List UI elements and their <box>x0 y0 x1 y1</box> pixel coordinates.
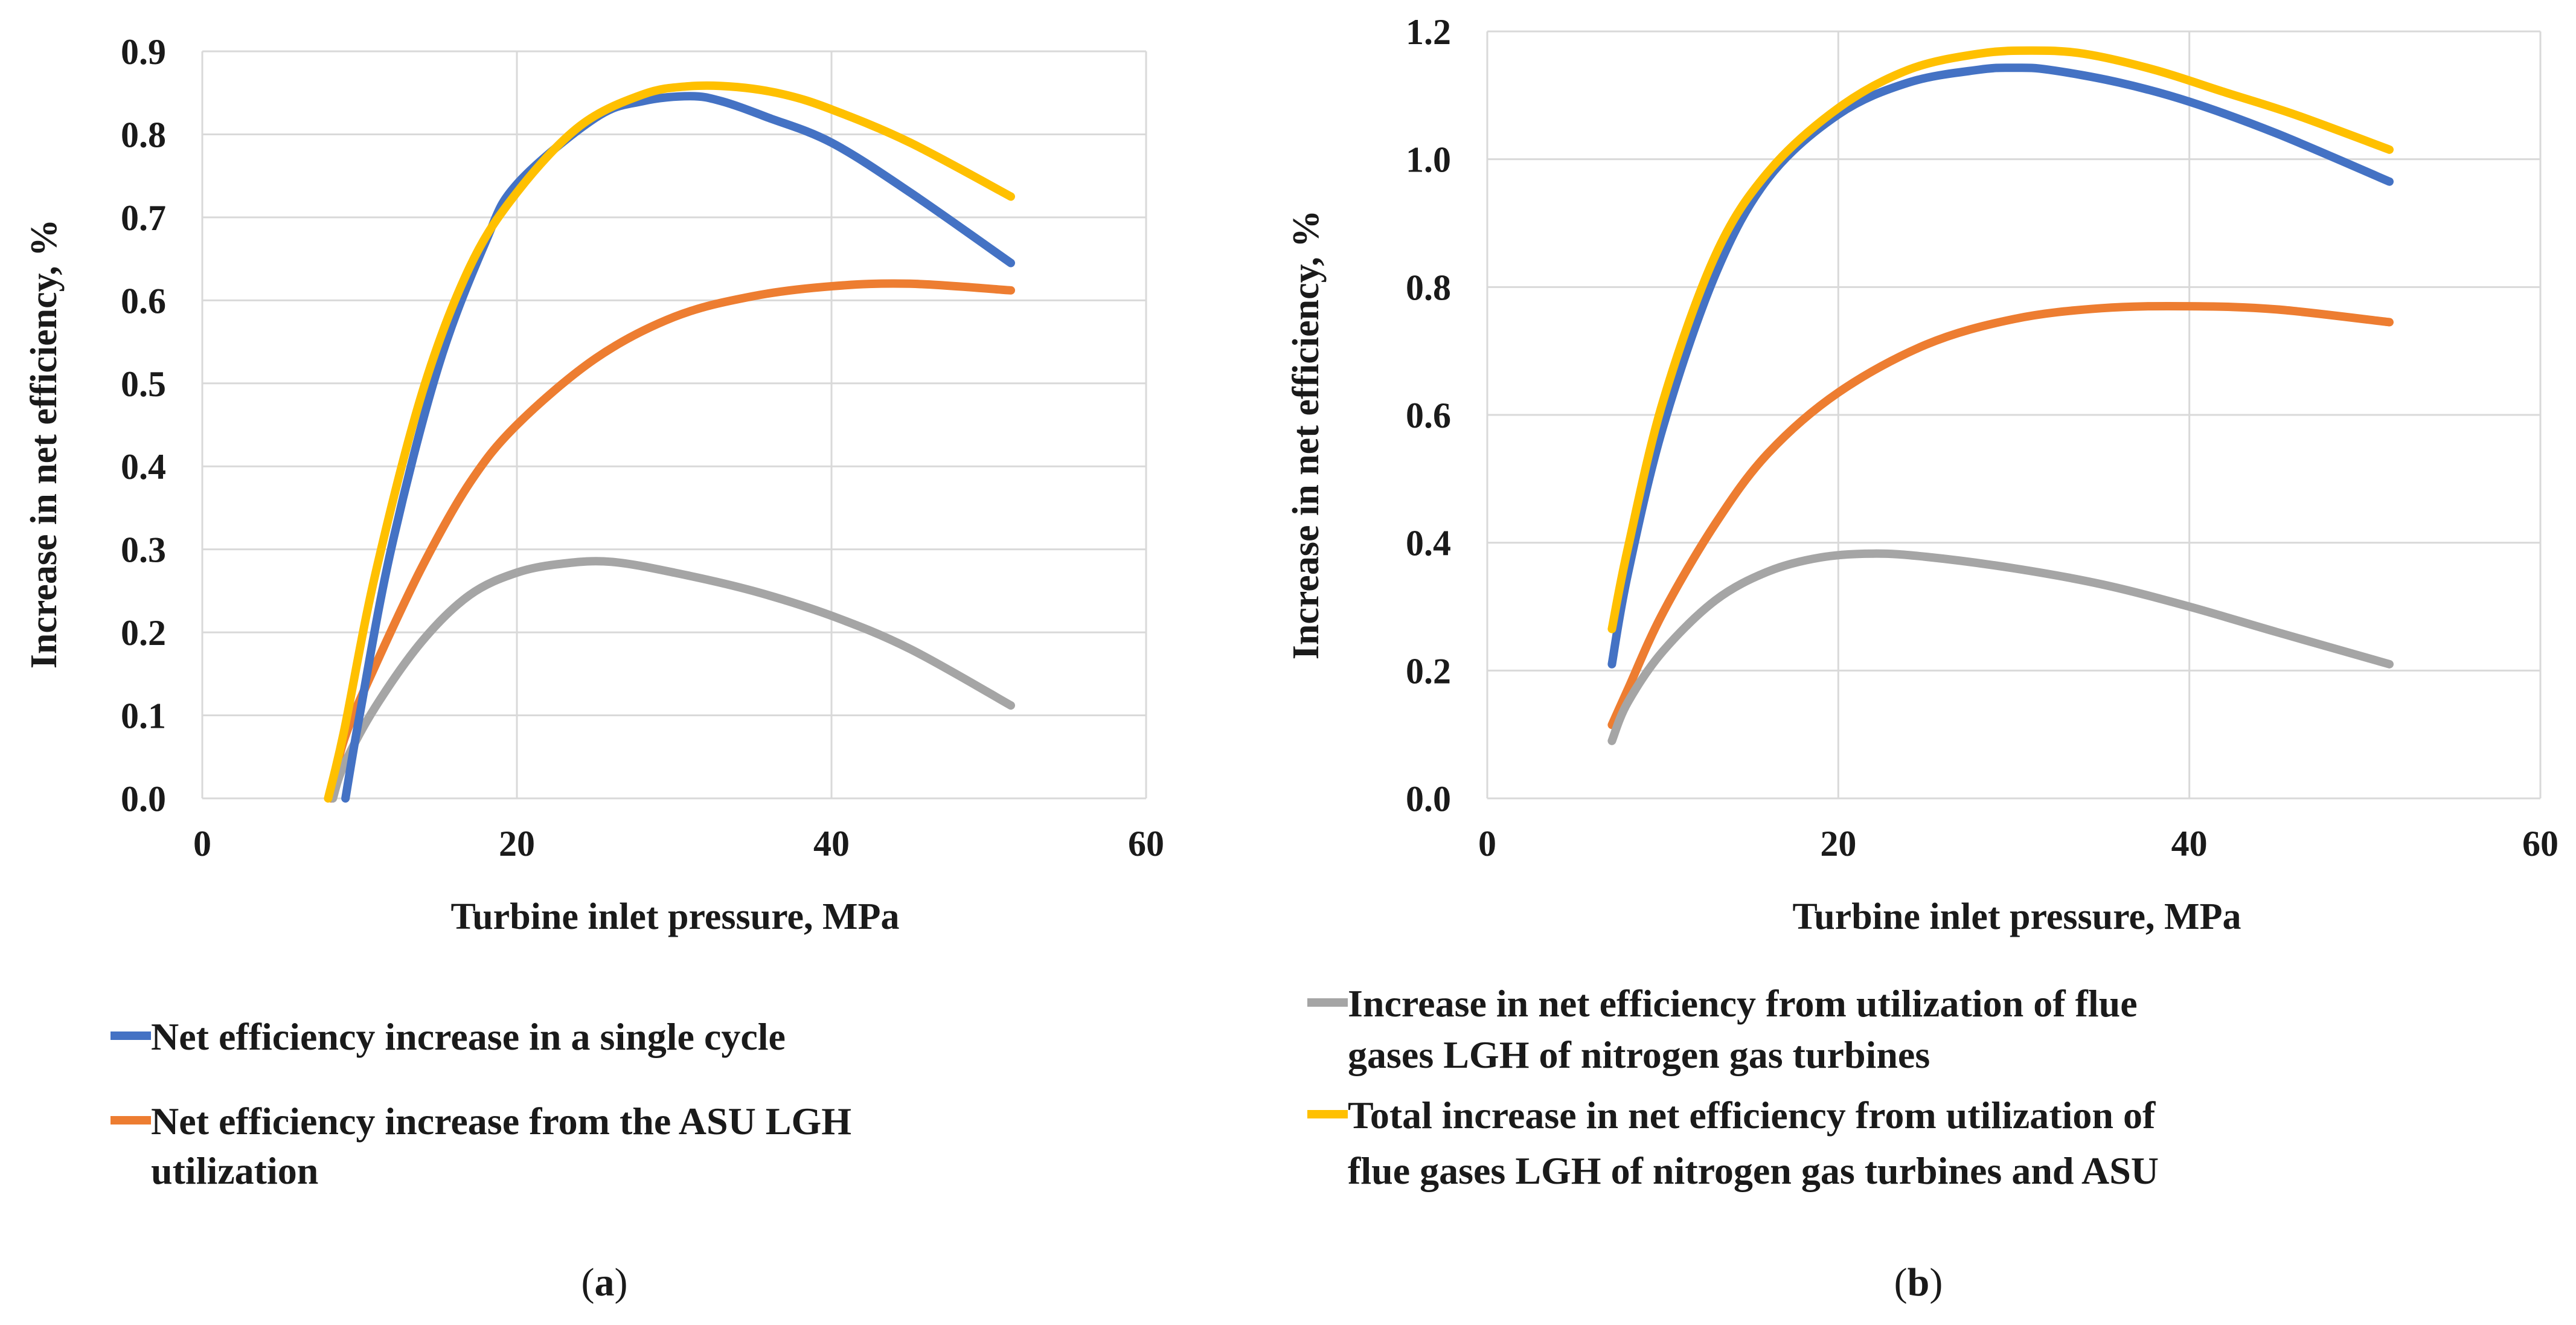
legend-blue: Net efficiency increase in a single cycl… <box>111 1015 786 1058</box>
chart-b-x-axis-title: Turbine inlet pressure, MPa <box>1793 896 2241 937</box>
chart-a-xtick-label: 40 <box>813 824 850 864</box>
chart-b-xtick-label: 0 <box>1478 824 1496 864</box>
legend-yellow-label-line1: Total increase in net efficiency from ut… <box>1348 1094 2156 1137</box>
chart-a-series-asu-lgh <box>327 279 1015 803</box>
chart-b-ytick-label: 1.0 <box>1406 140 1451 180</box>
chart-a-gridlines <box>201 50 1147 800</box>
chart-a-ytick-label: 0.7 <box>121 198 166 238</box>
legend-gray: Increase in net efficiency from utilizat… <box>1307 982 2138 1076</box>
chart-b-ytick-label: 0.2 <box>1406 651 1451 691</box>
legend-gray-label-line1: Increase in net efficiency from utilizat… <box>1348 982 2138 1025</box>
chart-b-series-total <box>1607 46 2394 634</box>
legend-yellow: Total increase in net efficiency from ut… <box>1307 1094 2159 1192</box>
chart-a-ytick-label: 0.8 <box>121 115 166 155</box>
chart-b: 0.0 0.2 0.4 0.6 0.8 1.0 1.2 0 20 40 60 Turbine in… <box>1286 12 2558 937</box>
chart-a-ytick-label: 0.6 <box>121 281 166 321</box>
chart-b-x-tick-labels: 0 20 40 60 <box>1478 824 2558 864</box>
chart-a-y-axis-title: Increase in net efficiency, % <box>24 219 65 669</box>
chart-a-series-total <box>324 81 1015 803</box>
chart-b-series-lines <box>1607 46 2394 745</box>
chart-a-x-axis-title: Turbine inlet pressure, MPa <box>451 896 900 937</box>
caption-b-open: ( <box>1894 1260 1908 1304</box>
legend-gray-label-line2: gases LGH of nitrogen gas turbines <box>1348 1033 1930 1076</box>
chart-a-x-tick-labels: 0 20 40 60 <box>193 824 1164 864</box>
caption-a-close: ) <box>615 1260 628 1304</box>
chart-a-ytick-label: 0.1 <box>121 696 166 736</box>
legend-blue-label: Net efficiency increase in a single cycl… <box>151 1015 786 1058</box>
chart-a-ytick-label: 0.3 <box>121 530 166 570</box>
chart-a-ytick-label: 0.5 <box>121 364 166 404</box>
legend-orange-label-line1: Net efficiency increase from the ASU LGH <box>151 1100 851 1143</box>
chart-a-ytick-label: 0.4 <box>121 447 166 487</box>
chart-a-xtick-label: 60 <box>1128 824 1164 864</box>
caption-b-letter: b <box>1908 1260 1930 1304</box>
caption-b-close: ) <box>1929 1260 1943 1304</box>
chart-b-xtick-label: 60 <box>2522 824 2558 864</box>
chart-b-ytick-label: 0.6 <box>1406 396 1451 435</box>
chart-b-xtick-label: 20 <box>1820 824 1856 864</box>
chart-a-series-flue-gases-lgh <box>328 557 1015 803</box>
chart-a-series-lines <box>324 81 1015 803</box>
chart-a-xtick-label: 0 <box>193 824 211 864</box>
chart-b-ytick-label: 0.8 <box>1406 268 1451 307</box>
chart-a-ytick-label: 0.2 <box>121 613 166 653</box>
chart-b-y-tick-labels: 0.0 0.2 0.4 0.6 0.8 1.0 1.2 <box>1406 12 1451 819</box>
chart-a-ytick-label: 0.9 <box>121 32 166 72</box>
chart-b-gridlines <box>1486 30 2542 800</box>
chart-b-series-flue-gases-lgh <box>1607 549 2394 745</box>
chart-b-series-asu-lgh <box>1607 301 2394 730</box>
caption-a-letter: a <box>595 1260 615 1304</box>
chart-a: 0.0 0.1 0.2 0.3 0.4 0.5 0.6 0.7 0.8 0.9 0 20 40 60 T… <box>24 32 1164 937</box>
chart-b-series-single-cycle <box>1607 63 2394 669</box>
caption-a-open: ( <box>582 1260 595 1304</box>
chart-b-ytick-label: 0.0 <box>1406 779 1451 819</box>
legend-orange: Net efficiency increase from the ASU LGH… <box>111 1100 851 1192</box>
caption-a: (a) <box>582 1260 628 1304</box>
chart-b-ytick-label: 1.2 <box>1406 12 1451 52</box>
legend-yellow-label-line2: flue gases LGH of nitrogen gas turbines … <box>1348 1149 2159 1192</box>
chart-a-ytick-label: 0.0 <box>121 779 166 819</box>
legend-orange-label-line2: utilization <box>151 1149 318 1192</box>
chart-b-xtick-label: 40 <box>2171 824 2208 864</box>
chart-b-y-axis-title: Increase in net efficiency, % <box>1286 210 1327 659</box>
caption-b: (b) <box>1894 1260 1943 1304</box>
chart-b-ytick-label: 0.4 <box>1406 524 1451 563</box>
chart-a-xtick-label: 20 <box>499 824 535 864</box>
chart-a-y-tick-labels: 0.0 0.1 0.2 0.3 0.4 0.5 0.6 0.7 0.8 0.9 <box>121 32 166 819</box>
chart-a-series-single-cycle <box>341 92 1015 803</box>
